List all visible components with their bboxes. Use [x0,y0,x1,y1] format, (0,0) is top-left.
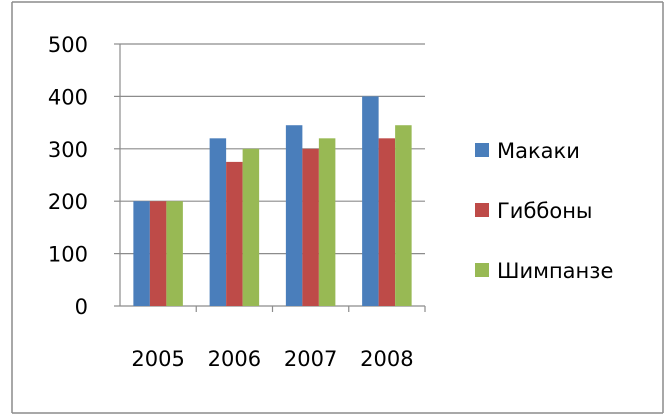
bar-2008-2 [395,125,412,306]
x-tick-label: 2008 [360,347,413,371]
bar-2008-0 [362,96,379,306]
legend-label-0: Макаки [497,139,580,163]
bar-2005-1 [150,201,167,306]
legend-swatch-0 [475,143,489,157]
x-tick-label: 2006 [208,347,261,371]
y-tick-labels: 0 100 200 300 400 500 [48,33,88,319]
y-tick-label: 100 [48,243,88,267]
x-tick-labels: 2005 2006 2007 2008 [131,347,413,371]
bar-2007-1 [302,149,319,306]
bar-2006-1 [226,162,243,306]
legend-swatch-1 [475,203,489,217]
y-tick-label: 200 [48,190,88,214]
bar-2006-0 [210,138,227,306]
bar-2006-2 [243,149,260,306]
bar-2005-2 [166,201,183,306]
legend-label-2: Шимпанзе [497,259,613,283]
legend-swatch-2 [475,263,489,277]
x-tick-label: 2007 [284,347,337,371]
legend: Макаки Гиббоны Шимпанзе [475,139,613,283]
y-tick-label: 400 [48,85,88,109]
legend-label-1: Гиббоны [497,199,593,223]
y-tick-label: 300 [48,138,88,162]
bar-2008-1 [379,138,396,306]
y-tick-label: 500 [48,33,88,57]
y-tick-label: 0 [75,295,88,319]
bar-2005-0 [133,201,150,306]
bar-2007-2 [319,138,336,306]
x-tick-label: 2005 [131,347,184,371]
bar-2007-0 [286,125,303,306]
